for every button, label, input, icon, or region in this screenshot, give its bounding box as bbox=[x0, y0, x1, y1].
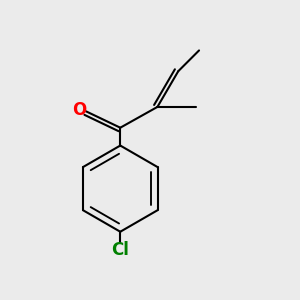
Text: O: O bbox=[72, 101, 87, 119]
Text: Cl: Cl bbox=[111, 241, 129, 259]
